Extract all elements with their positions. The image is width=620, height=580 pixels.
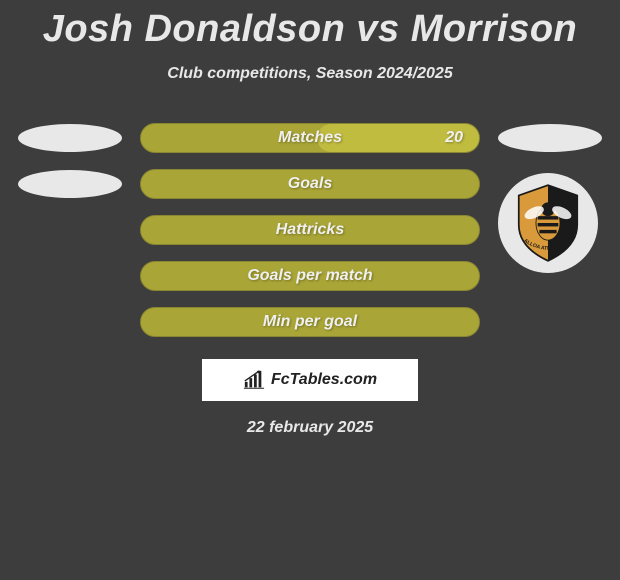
stat-bar-hattricks: Hattricks bbox=[140, 215, 480, 245]
stat-label: Hattricks bbox=[276, 221, 344, 239]
left-value-slot bbox=[18, 308, 122, 336]
left-pill bbox=[18, 124, 122, 152]
left-value-slot bbox=[18, 170, 122, 198]
left-value-slot bbox=[18, 262, 122, 290]
right-pill bbox=[498, 124, 602, 152]
page-title: Josh Donaldson vs Morrison bbox=[43, 8, 578, 51]
stat-bar-matches: Matches 20 bbox=[140, 123, 480, 153]
stat-label: Min per goal bbox=[263, 313, 357, 331]
subtitle: Club competitions, Season 2024/2025 bbox=[167, 65, 452, 83]
stat-row: Min per goal bbox=[0, 307, 620, 337]
left-value-slot bbox=[18, 216, 122, 244]
stat-label: Goals per match bbox=[247, 267, 372, 285]
bar-chart-icon bbox=[243, 369, 265, 391]
stats-area: Matches 20 Goals Hattricks bbox=[0, 123, 620, 353]
right-value-slot bbox=[498, 308, 602, 336]
main-container: Josh Donaldson vs Morrison Club competit… bbox=[0, 0, 620, 437]
stat-bar-min-per-goal: Min per goal bbox=[140, 307, 480, 337]
date-text: 22 february 2025 bbox=[247, 419, 373, 437]
stat-label: Goals bbox=[288, 175, 332, 193]
branding-box[interactable]: FcTables.com bbox=[202, 359, 418, 401]
stat-row: Matches 20 bbox=[0, 123, 620, 153]
branding-label: FcTables.com bbox=[271, 371, 377, 389]
right-value-slot bbox=[498, 124, 602, 152]
stat-bar-goals: Goals bbox=[140, 169, 480, 199]
club-crest-icon: ALLOA ATHLETIC FC bbox=[505, 180, 591, 266]
stat-label: Matches bbox=[278, 129, 342, 147]
stat-bar-goals-per-match: Goals per match bbox=[140, 261, 480, 291]
left-pill bbox=[18, 170, 122, 198]
club-badge: ALLOA ATHLETIC FC bbox=[498, 173, 598, 273]
left-value-slot bbox=[18, 124, 122, 152]
stat-value-right: 20 bbox=[445, 129, 463, 147]
